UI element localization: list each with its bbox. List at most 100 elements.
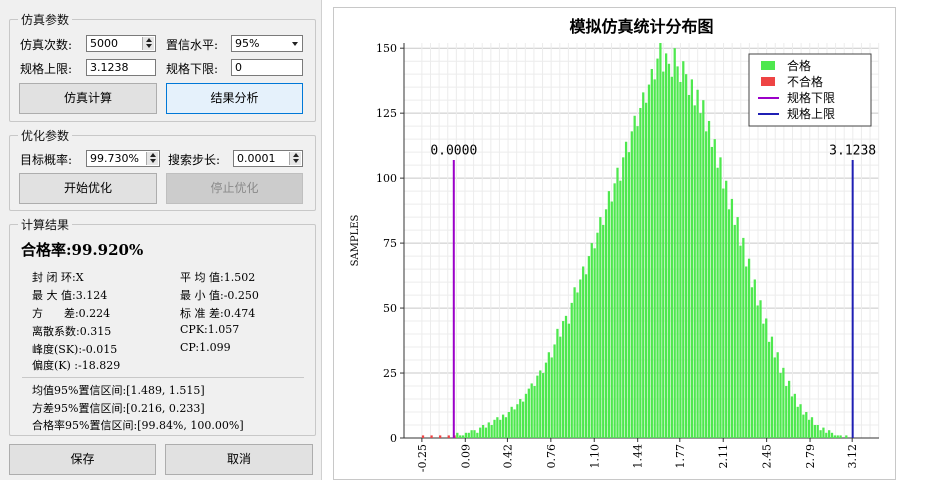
- x-tick-label: 1.44: [632, 444, 645, 469]
- pass-bar: [839, 435, 842, 438]
- sim-count-spinbox[interactable]: 5000: [86, 35, 156, 52]
- pass-bar: [656, 58, 659, 439]
- pass-bar: [722, 188, 725, 438]
- save-button[interactable]: 保存: [9, 444, 156, 475]
- pass-bar: [833, 435, 837, 438]
- lower-limit-label: 规格下限:: [166, 62, 219, 76]
- spin-arrows-icon[interactable]: [289, 152, 301, 165]
- pass-bar: [793, 393, 796, 438]
- skewness-value: 偏度(K) :-18.829: [32, 359, 121, 372]
- spin-arrows-icon[interactable]: [142, 37, 154, 50]
- pass-bar: [653, 79, 656, 438]
- x-tick-label: 2.45: [761, 444, 774, 469]
- pass-bar: [802, 414, 805, 438]
- pass-bar: [787, 380, 791, 438]
- pass-bar: [750, 287, 754, 438]
- pass-bar: [550, 357, 553, 438]
- pass-bar: [573, 287, 576, 438]
- upper-limit-value: 3.1238: [90, 61, 129, 74]
- pass-bar: [765, 318, 768, 438]
- x-tick-label: 3.12: [846, 444, 859, 469]
- x-tick-label: 2.79: [804, 444, 817, 469]
- pass-bar: [613, 183, 616, 438]
- pass-bar: [513, 409, 516, 438]
- cancel-button[interactable]: 取消: [165, 444, 313, 475]
- confidence-select[interactable]: 95%: [231, 35, 303, 52]
- lower-limit-input[interactable]: 0: [231, 59, 303, 76]
- pass-bar: [736, 217, 739, 438]
- simulate-button[interactable]: 仿真计算: [19, 83, 157, 114]
- results-title: 计算结果: [18, 216, 73, 233]
- pass-bar: [633, 115, 636, 439]
- pass-bar: [696, 89, 699, 439]
- fail-bar: [447, 435, 450, 438]
- pass-bar: [790, 396, 794, 438]
- pass-bar: [610, 201, 613, 438]
- lower-limit-value: 0: [235, 61, 242, 74]
- chevron-down-icon[interactable]: [289, 37, 301, 50]
- pass-bar: [813, 425, 816, 438]
- legend-pass-swatch: [761, 61, 775, 70]
- pass-bar: [473, 430, 476, 438]
- pass-bar: [687, 94, 691, 438]
- upper-limit-input[interactable]: 3.1238: [86, 59, 156, 76]
- pass-bar: [567, 323, 571, 438]
- pass-bar: [553, 344, 556, 438]
- pass-bar: [822, 427, 825, 438]
- pass-bar: [527, 388, 530, 438]
- pass-rate-ci: 合格率95%置信区间:[99.84%, 100.00%]: [32, 419, 244, 432]
- pass-bar: [733, 224, 736, 438]
- cpk-value: CPK:1.057: [180, 323, 240, 336]
- y-tick-label: 0: [390, 432, 397, 445]
- step-spinbox[interactable]: 0.0001: [233, 150, 303, 167]
- pass-bar: [499, 419, 502, 438]
- upper-limit-label: 3.1238: [829, 144, 876, 159]
- pass-bar: [524, 393, 528, 438]
- fail-bar: [430, 435, 433, 438]
- pass-bar: [644, 102, 648, 438]
- pass-bar: [599, 217, 602, 438]
- analyze-button[interactable]: 结果分析: [166, 83, 303, 114]
- pass-bar: [593, 248, 596, 438]
- legend-upper-label: 规格上限: [787, 106, 835, 121]
- pass-bar: [559, 336, 562, 438]
- pass-bar: [533, 386, 536, 438]
- pass-bar: [619, 180, 622, 438]
- start-optimize-button[interactable]: 开始优化: [19, 173, 157, 204]
- pass-bar: [602, 224, 605, 438]
- pass-bar: [501, 414, 505, 438]
- pass-bar: [616, 167, 619, 438]
- mean-ci: 均值95%置信区间:[1.489, 1.515]: [32, 384, 205, 397]
- pass-bar: [759, 300, 762, 438]
- pass-bar: [576, 292, 579, 438]
- pass-bar: [536, 375, 539, 438]
- x-tick-label: 1.77: [674, 444, 687, 469]
- pass-bar: [647, 84, 651, 438]
- pass-bar: [642, 92, 645, 438]
- pass-bar: [676, 66, 679, 438]
- pass-bar: [705, 131, 708, 438]
- results-group: 计算结果 合格率:99.920% 封 闭 环:X 平 均 值:1.502 最 大…: [9, 216, 316, 436]
- pass-bar: [627, 152, 631, 439]
- pass-bar: [805, 412, 808, 438]
- spin-arrows-icon[interactable]: [146, 152, 158, 165]
- pass-bar: [725, 180, 728, 438]
- pass-bar: [516, 404, 519, 438]
- pass-bar: [745, 266, 748, 438]
- min-value: 最 小 值:-0.250: [180, 289, 259, 302]
- target-prob-spinbox[interactable]: 99.730%: [86, 150, 160, 167]
- pass-bar: [459, 435, 462, 438]
- sim-count-value: 5000: [90, 37, 118, 50]
- x-tick-label: -0.25: [416, 444, 429, 472]
- pass-bar: [521, 401, 525, 438]
- cp-value: CP:1.099: [180, 341, 231, 354]
- chart-panel: 模拟仿真统计分布图 0 25 50 75 100 125 150 -0.25 0.09 0.42 0.…: [333, 7, 896, 480]
- pass-bar: [587, 256, 591, 438]
- pass-bar: [579, 279, 582, 438]
- dispersion-value: 离散系数:0.315: [32, 325, 112, 338]
- target-prob-label: 目标概率:: [20, 153, 73, 167]
- pass-bar: [713, 139, 716, 439]
- pass-bar: [747, 258, 751, 438]
- pass-bar: [470, 430, 473, 438]
- pass-bar: [667, 63, 671, 438]
